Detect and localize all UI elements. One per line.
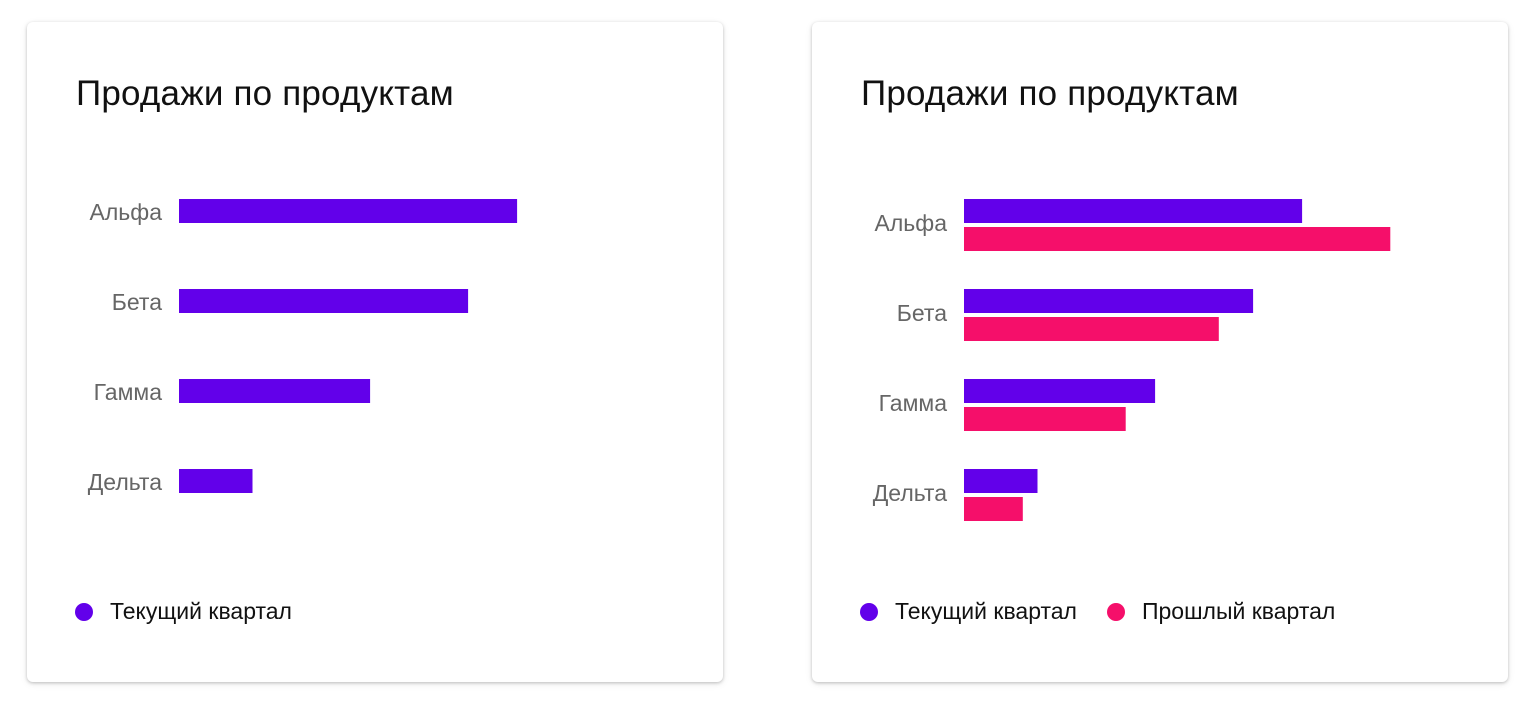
chart-legend: Текущий квартал Прошлый квартал xyxy=(860,598,1365,625)
bar-current[interactable] xyxy=(964,379,1156,403)
bar-current[interactable] xyxy=(179,469,253,493)
legend-item-previous-quarter[interactable]: Прошлый квартал xyxy=(1106,598,1336,625)
bar-chart: Альфа Бета Гамма Дельта xyxy=(88,199,518,495)
bar-chart: Альфа Бета Гамма Дельта xyxy=(873,199,1391,521)
legend-swatch-previous xyxy=(1106,602,1125,621)
chart-card-comparison: Продажи по продуктам Альфа Бета Гамма Дельт… xyxy=(812,22,1508,682)
category-label: Бета xyxy=(897,300,947,326)
legend-label: Прошлый квартал xyxy=(1141,598,1336,624)
bar-previous[interactable] xyxy=(964,227,1391,251)
bar-current[interactable] xyxy=(179,379,371,403)
bar-previous[interactable] xyxy=(964,407,1126,431)
legend-swatch-current xyxy=(860,602,878,621)
bar-current[interactable] xyxy=(179,289,469,313)
chart-legend: Текущий квартал xyxy=(75,598,322,625)
legend-item-current-quarter[interactable]: Текущий квартал xyxy=(75,598,292,625)
category-label: Бета xyxy=(112,289,162,315)
chart-title: Продажи по продуктам xyxy=(76,74,454,113)
bar-previous[interactable] xyxy=(964,497,1023,521)
bar-current[interactable] xyxy=(964,469,1038,493)
chart-title: Продажи по продуктам xyxy=(861,74,1239,113)
category-label: Гамма xyxy=(879,390,948,416)
category-label: Дельта xyxy=(873,480,947,506)
legend-item-current-quarter[interactable]: Текущий квартал xyxy=(860,598,1077,625)
bar-previous[interactable] xyxy=(964,317,1219,341)
category-label: Дельта xyxy=(88,469,162,495)
bar-current[interactable] xyxy=(964,199,1303,223)
category-label: Гамма xyxy=(94,379,163,405)
legend-label: Текущий квартал xyxy=(895,598,1077,624)
chart-card-current: Продажи по продуктам Альфа Бета Гамма Дельт… xyxy=(27,22,723,682)
bar-current[interactable] xyxy=(964,289,1254,313)
bar-current[interactable] xyxy=(179,199,518,223)
category-label: Альфа xyxy=(90,199,163,225)
category-label: Альфа xyxy=(875,210,948,236)
legend-swatch-current xyxy=(75,602,93,621)
legend-label: Текущий квартал xyxy=(110,598,292,624)
